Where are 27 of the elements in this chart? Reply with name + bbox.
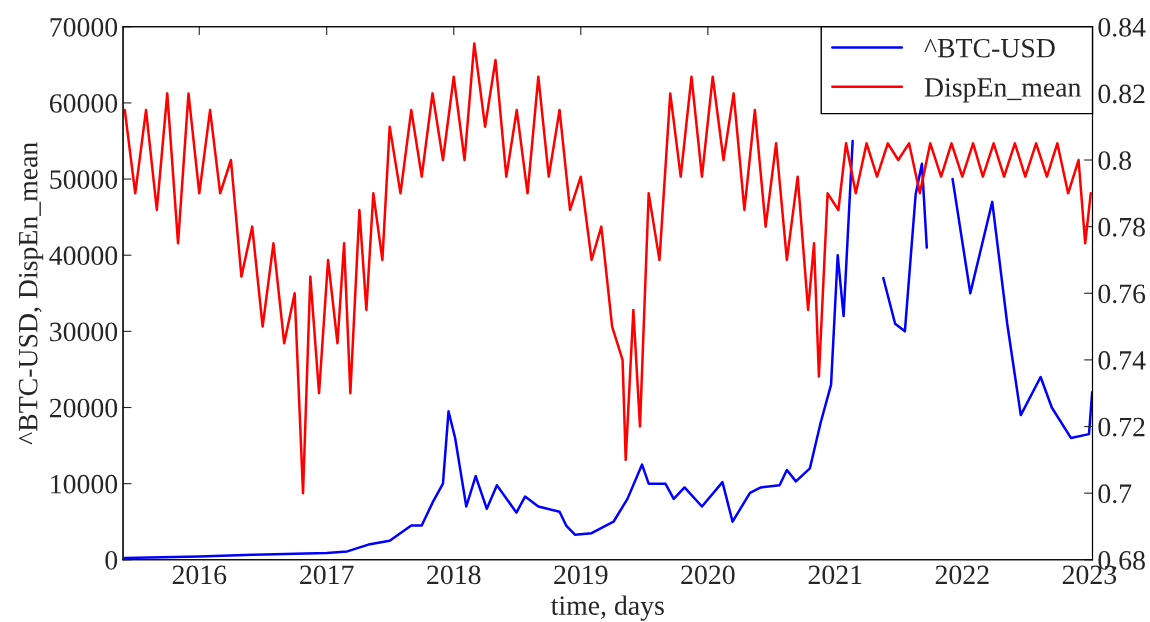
y-tick-label: 20000 (49, 398, 118, 418)
x-tick-label: 2018 (427, 565, 481, 585)
y-tick-label: 0 (105, 550, 118, 570)
y2-tick-label: 0.7 (1098, 484, 1132, 504)
y2-tick-label: 0.76 (1098, 284, 1146, 304)
y2-tick-label: 0.8 (1098, 151, 1132, 171)
x-tick-label: 2019 (554, 565, 608, 585)
x-tick-label: 2022 (935, 565, 989, 585)
y-axis-title: ^BTC-USD, DispEn_mean (18, 142, 44, 445)
y-tick-label: 40000 (49, 246, 118, 266)
x-tick-label: 2016 (172, 565, 227, 585)
legend-label: DispEn_mean (924, 78, 1081, 103)
y-tick-label: 10000 (51, 474, 118, 494)
y2-tick-label: 0.72 (1098, 417, 1145, 437)
x-tick-label: 2017 (300, 565, 354, 585)
y-tick-label: 50000 (50, 170, 118, 189)
y2-tick-label: 0.84 (1098, 17, 1146, 37)
y2-tick-label: 0.82 (1098, 84, 1145, 104)
y-tick-label: 60000 (49, 94, 118, 113)
y-tick-label: 70000 (50, 17, 118, 37)
x-axis-title: time, days (550, 595, 664, 621)
x-tick-label: 2021 (808, 565, 862, 585)
y2-tick-label: 0.74 (1098, 351, 1146, 370)
x-tick-label: 2020 (681, 565, 735, 585)
legend-label: ^BTC-USD (924, 38, 1055, 58)
y2-tick-label: 0.78 (1098, 217, 1145, 237)
y-tick-label: 30000 (50, 322, 118, 342)
